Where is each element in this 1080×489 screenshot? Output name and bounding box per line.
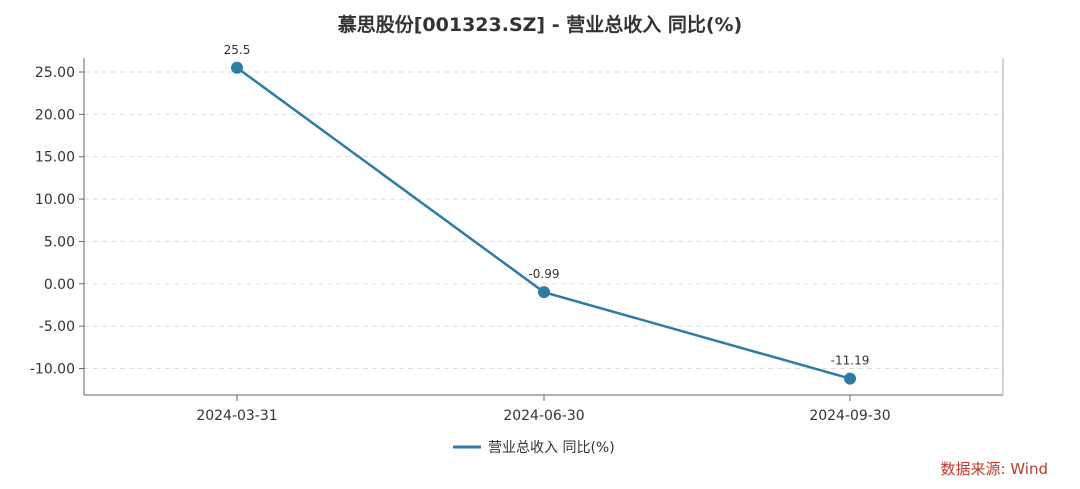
y-tick-label: -10.00 (30, 362, 75, 378)
data-label: -11.19 (831, 354, 870, 368)
y-tick-label: 5.00 (44, 234, 75, 250)
data-point (231, 61, 243, 74)
y-tick-label: 0.00 (44, 277, 75, 293)
y-tick-label: 20.00 (35, 107, 75, 123)
axes (83, 58, 1004, 396)
data-label: 25.5 (224, 43, 251, 57)
y-tick-label: -5.00 (39, 319, 75, 335)
data-point (538, 286, 550, 299)
data-label: -0.99 (528, 267, 559, 281)
x-tick-label: 2024-06-30 (503, 408, 584, 424)
y-tick-label: 10.00 (35, 192, 75, 208)
x-tick-label: 2024-03-31 (196, 408, 277, 424)
data-point (844, 372, 856, 385)
series-0: 25.5 -0.99 -11.19 (224, 43, 870, 385)
y-tick-label: 25.00 (35, 65, 75, 81)
legend-label: 营业总收入 同比(%) (488, 440, 615, 456)
y-tick-label: 15.00 (35, 150, 75, 166)
legend: 营业总收入 同比(%) (453, 440, 615, 456)
x-axis-ticks: 2024-03-31 2024-06-30 2024-09-30 (196, 395, 891, 424)
data-source-note: 数据来源: Wind (940, 460, 1048, 478)
grid (84, 71, 1003, 369)
y-axis-ticks: -10.00 -5.00 0.00 5.00 10.00 15.00 20.00 25.00 (30, 65, 84, 378)
x-tick-label: 2024-09-30 (809, 408, 890, 424)
chart-title: 慕思股份[001323.SZ] - 营业总收入 同比(%) (338, 13, 743, 36)
